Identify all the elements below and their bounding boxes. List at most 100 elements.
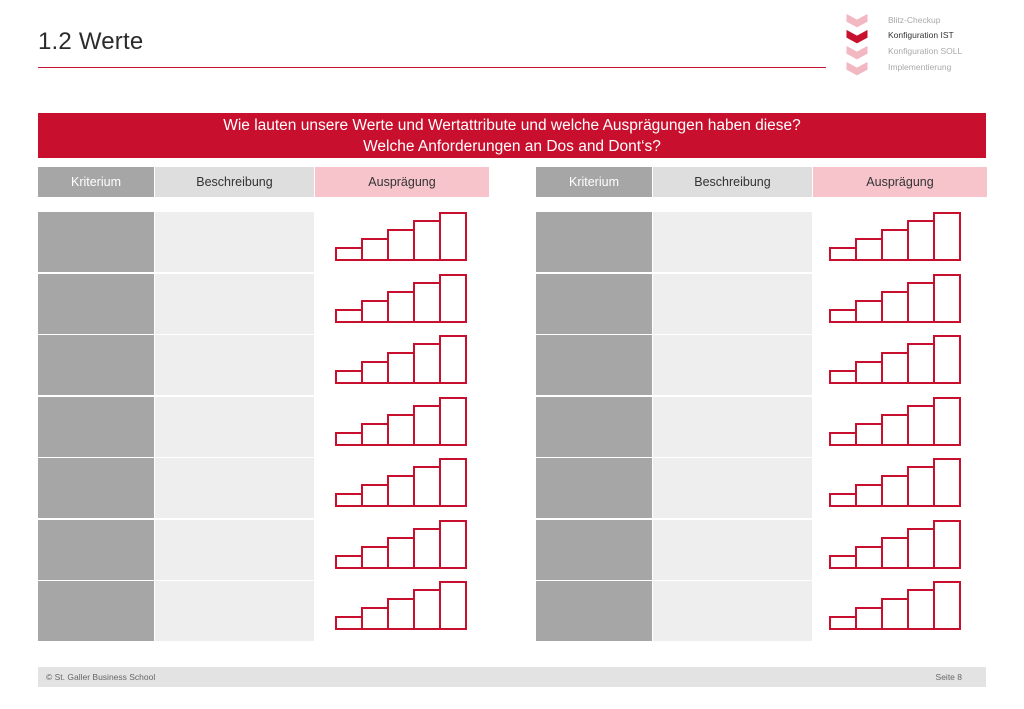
beschreibung-cell[interactable]	[155, 519, 314, 580]
beschreibung-cell[interactable]	[653, 273, 812, 334]
scale-level-3[interactable]	[881, 413, 909, 446]
scale-level-4[interactable]	[907, 281, 935, 323]
scale-level-5[interactable]	[933, 335, 961, 384]
beschreibung-cell[interactable]	[155, 273, 314, 334]
scale-level-2[interactable]	[361, 238, 389, 261]
kriterium-cell[interactable]	[38, 458, 154, 518]
auspraegung-scale[interactable]	[829, 273, 969, 326]
auspraegung-scale[interactable]	[335, 458, 475, 510]
scale-level-3[interactable]	[881, 598, 909, 630]
scale-level-2[interactable]	[361, 422, 389, 446]
scale-level-2[interactable]	[855, 607, 883, 630]
auspraegung-scale[interactable]	[335, 212, 475, 264]
scale-level-2[interactable]	[855, 422, 883, 446]
process-step-blitz-checkup[interactable]: Blitz-Checkup	[888, 15, 941, 25]
scale-level-4[interactable]	[907, 220, 935, 261]
beschreibung-cell[interactable]	[653, 212, 812, 272]
scale-level-2[interactable]	[361, 299, 389, 323]
scale-level-5[interactable]	[439, 273, 467, 323]
scale-level-2[interactable]	[855, 545, 883, 569]
kriterium-cell[interactable]	[38, 519, 154, 580]
scale-level-2[interactable]	[361, 361, 389, 384]
scale-level-3[interactable]	[881, 352, 909, 384]
scale-level-5[interactable]	[439, 581, 467, 630]
auspraegung-scale[interactable]	[829, 396, 969, 449]
scale-level-5[interactable]	[933, 396, 961, 446]
scale-level-4[interactable]	[413, 343, 441, 384]
scale-level-5[interactable]	[439, 212, 467, 261]
beschreibung-cell[interactable]	[653, 396, 812, 457]
scale-level-5[interactable]	[933, 519, 961, 569]
scale-level-1[interactable]	[829, 308, 857, 323]
auspraegung-scale[interactable]	[335, 335, 475, 387]
auspraegung-scale[interactable]	[335, 519, 475, 572]
scale-level-5[interactable]	[933, 273, 961, 323]
kriterium-cell[interactable]	[38, 335, 154, 395]
scale-level-2[interactable]	[361, 545, 389, 569]
process-step-implementierung[interactable]: Implementierung	[888, 62, 952, 72]
scale-level-1[interactable]	[335, 247, 363, 261]
beschreibung-cell[interactable]	[653, 581, 812, 641]
kriterium-cell[interactable]	[536, 335, 652, 395]
scale-level-3[interactable]	[881, 475, 909, 507]
kriterium-cell[interactable]	[536, 273, 652, 334]
scale-level-1[interactable]	[829, 554, 857, 569]
scale-level-3[interactable]	[387, 413, 415, 446]
kriterium-cell[interactable]	[38, 581, 154, 641]
auspraegung-scale[interactable]	[829, 335, 969, 387]
scale-level-2[interactable]	[855, 238, 883, 261]
process-step-konfiguration-ist[interactable]: Konfiguration IST	[888, 30, 954, 40]
beschreibung-cell[interactable]	[653, 519, 812, 580]
beschreibung-cell[interactable]	[653, 335, 812, 395]
scale-level-3[interactable]	[881, 536, 909, 569]
scale-level-1[interactable]	[829, 493, 857, 507]
auspraegung-scale[interactable]	[829, 458, 969, 510]
beschreibung-cell[interactable]	[653, 458, 812, 518]
scale-level-1[interactable]	[335, 370, 363, 384]
scale-level-3[interactable]	[881, 229, 909, 261]
process-step-konfiguration-soll[interactable]: Konfiguration SOLL	[888, 46, 963, 56]
kriterium-cell[interactable]	[536, 458, 652, 518]
kriterium-cell[interactable]	[536, 396, 652, 457]
auspraegung-scale[interactable]	[335, 581, 475, 633]
scale-level-4[interactable]	[907, 466, 935, 507]
scale-level-4[interactable]	[907, 404, 935, 446]
scale-level-4[interactable]	[413, 527, 441, 569]
beschreibung-cell[interactable]	[155, 581, 314, 641]
beschreibung-cell[interactable]	[155, 335, 314, 395]
kriterium-cell[interactable]	[38, 396, 154, 457]
scale-level-3[interactable]	[387, 352, 415, 384]
auspraegung-scale[interactable]	[335, 273, 475, 326]
scale-level-4[interactable]	[413, 404, 441, 446]
scale-level-5[interactable]	[933, 581, 961, 630]
kriterium-cell[interactable]	[38, 212, 154, 272]
auspraegung-scale[interactable]	[335, 396, 475, 449]
scale-level-3[interactable]	[387, 475, 415, 507]
kriterium-cell[interactable]	[536, 519, 652, 580]
scale-level-4[interactable]	[413, 589, 441, 630]
scale-level-2[interactable]	[361, 607, 389, 630]
scale-level-2[interactable]	[361, 484, 389, 507]
scale-level-2[interactable]	[855, 299, 883, 323]
scale-level-3[interactable]	[387, 229, 415, 261]
scale-level-4[interactable]	[907, 343, 935, 384]
scale-level-1[interactable]	[335, 308, 363, 323]
scale-level-1[interactable]	[829, 431, 857, 446]
scale-level-1[interactable]	[829, 370, 857, 384]
scale-level-5[interactable]	[439, 335, 467, 384]
scale-level-3[interactable]	[387, 290, 415, 323]
scale-level-3[interactable]	[881, 290, 909, 323]
scale-level-5[interactable]	[439, 519, 467, 569]
auspraegung-scale[interactable]	[829, 519, 969, 572]
scale-level-4[interactable]	[907, 589, 935, 630]
scale-level-1[interactable]	[335, 431, 363, 446]
scale-level-2[interactable]	[855, 484, 883, 507]
kriterium-cell[interactable]	[536, 212, 652, 272]
scale-level-3[interactable]	[387, 598, 415, 630]
kriterium-cell[interactable]	[536, 581, 652, 641]
scale-level-3[interactable]	[387, 536, 415, 569]
auspraegung-scale[interactable]	[829, 212, 969, 264]
scale-level-4[interactable]	[907, 527, 935, 569]
scale-level-4[interactable]	[413, 281, 441, 323]
scale-level-5[interactable]	[933, 458, 961, 507]
